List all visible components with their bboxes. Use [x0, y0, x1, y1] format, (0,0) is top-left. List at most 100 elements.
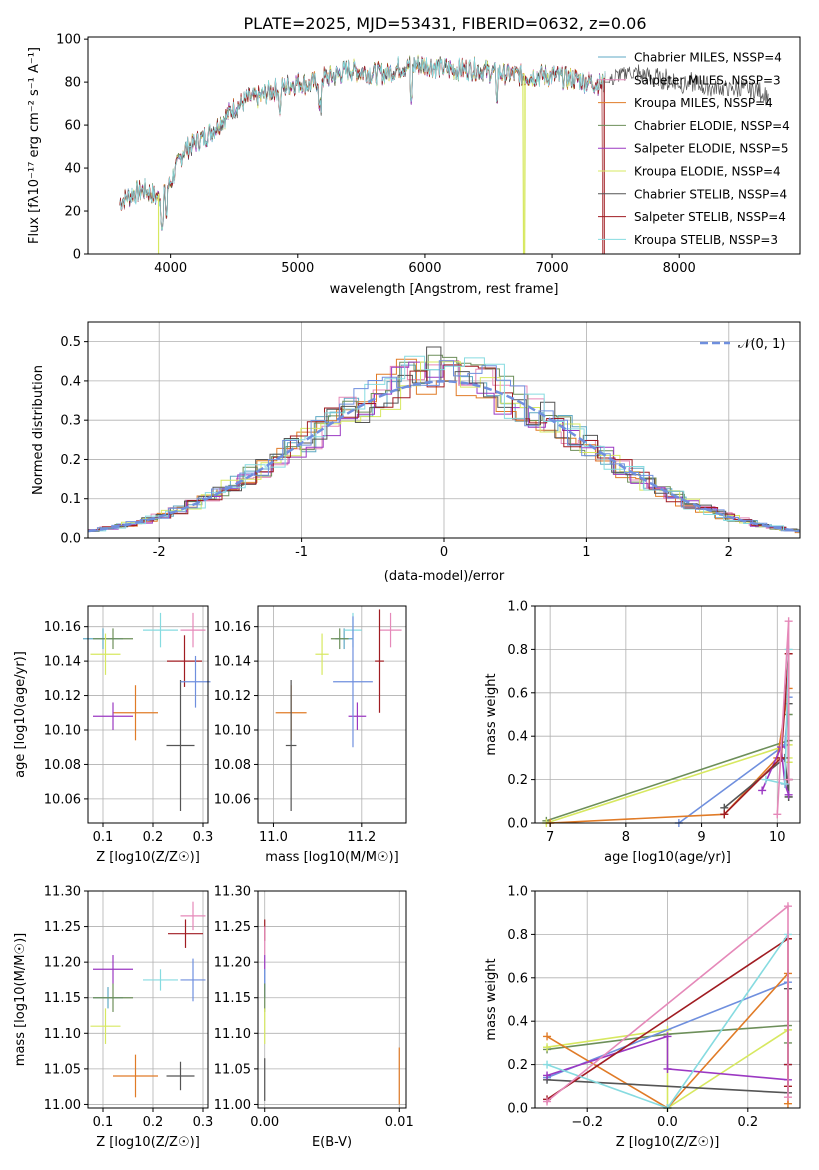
legend-entry: 𝒩(0, 1) — [738, 337, 785, 352]
spectrum-line — [119, 54, 606, 255]
histogram-step — [88, 361, 800, 532]
legend-entry: Salpeter ELODIE, NSSP=5 — [634, 142, 789, 156]
panel-spectrum: 4000 5000 6000 7000 8000 0 20 40 60 80 100 waveleng… — [27, 33, 801, 297]
y-tick-label: 11.20 — [214, 956, 251, 971]
weight-marker — [543, 1060, 552, 1069]
y-tick-label: 0.6 — [507, 971, 528, 986]
y-tick-label: 0.4 — [507, 730, 528, 745]
y-tick-label: 11.05 — [214, 1062, 251, 1077]
x-axis-label: age [log10(age/yr)] — [604, 850, 731, 865]
figure-title: PLATE=2025, MJD=53431, FIBERID=0632, z=0… — [243, 14, 646, 33]
weight-marker — [783, 902, 792, 911]
histogram-step — [88, 361, 800, 533]
y-tick-label: 11.00 — [214, 1098, 251, 1113]
x-axis-label: wavelength [Angstrom, rest frame] — [330, 282, 559, 297]
axes-frame — [87, 36, 801, 255]
normal-curve — [87, 380, 801, 533]
y-tick-label: 80 — [64, 76, 81, 91]
x-tick-label: -1 — [295, 545, 308, 560]
x-tick-label: 0.00 — [250, 1115, 279, 1130]
y-tick-label: 0.0 — [507, 817, 528, 832]
weight-marker — [543, 1071, 552, 1080]
x-tick-label: 0.1 — [93, 1115, 114, 1130]
y-axis-label: Normed distribution — [31, 365, 46, 495]
legend-entry: Chabrier ELODIE, NSSP=4 — [634, 119, 790, 133]
legend-entry: Chabrier MILES, NSSP=4 — [634, 51, 782, 65]
y-tick-label: 11.10 — [44, 1027, 81, 1042]
legend-entry: Salpeter STELIB, NSSP=4 — [634, 210, 786, 224]
weight-line — [546, 714, 790, 822]
y-tick-label: 0.4 — [507, 1015, 528, 1030]
y-tick-label: 0.6 — [507, 686, 528, 701]
x-tick-label: 5000 — [281, 261, 314, 276]
plot-area-residuals — [87, 346, 801, 534]
y-tick-label: 0.1 — [60, 492, 81, 507]
y-tick-label: 10.16 — [44, 620, 81, 635]
panel-weight_vs_z: −0.2 0.0 0.2 0.0 0.2 0.4 0.6 0.8 1.0 Z [log10(Z/Z… — [484, 885, 801, 1150]
y-tick-label: 60 — [64, 119, 81, 134]
y-axis-label: mass weight — [484, 673, 499, 755]
x-tick-label: 8 — [622, 830, 630, 845]
weight-marker — [761, 775, 770, 784]
plot-area-age_vs_mass — [275, 609, 402, 811]
weight-marker — [543, 1097, 552, 1106]
y-tick-label: 0.2 — [507, 1058, 528, 1073]
weight-marker — [783, 1093, 792, 1102]
weight-marker — [663, 1032, 672, 1041]
y-tick-label: 11.30 — [214, 885, 251, 900]
weight-marker — [780, 779, 789, 788]
x-tick-label: 6000 — [408, 261, 441, 276]
x-axis-label: (data-model)/error — [384, 569, 505, 584]
y-tick-label: 10.10 — [44, 724, 81, 739]
x-tick-label: 2 — [725, 545, 733, 560]
x-tick-label: -2 — [153, 545, 166, 560]
panel-age_vs_z: 0.1 0.2 0.3 10.06 10.08 10.10 10.12 10.14 10.16 Z… — [13, 605, 213, 865]
weight-marker — [543, 1032, 552, 1041]
y-tick-label: 10.14 — [214, 655, 251, 670]
y-tick-label: 10.10 — [214, 724, 251, 739]
y-tick-label: 0.8 — [507, 928, 528, 943]
y-tick-label: 10.16 — [214, 620, 251, 635]
y-tick-label: 11.10 — [214, 1027, 251, 1042]
panel-mass_vs_ebv: 0.00 0.01 11.00 11.05 11.10 11.15 11.20 11.25 11… — [214, 885, 414, 1151]
y-tick-label: 20 — [64, 205, 81, 220]
plot-area-mass_vs_z — [90, 901, 206, 1098]
x-tick-label: 0.3 — [193, 1115, 214, 1130]
y-tick-label: 11.25 — [214, 920, 251, 935]
axes-frame — [87, 605, 209, 824]
x-tick-label: 0.1 — [93, 830, 114, 845]
y-axis-label: mass weight — [484, 958, 499, 1040]
axes-frame — [87, 321, 801, 539]
y-tick-label: 10.12 — [44, 689, 81, 704]
x-tick-label: 10 — [769, 830, 786, 845]
y-tick-label: 11.15 — [214, 991, 251, 1006]
axes-frame — [87, 890, 209, 1109]
weight-marker — [784, 790, 793, 799]
x-tick-label: 11.2 — [347, 830, 376, 845]
y-tick-label: 10.06 — [214, 792, 251, 807]
y-tick-label: 10.08 — [44, 758, 81, 773]
histogram-step — [88, 354, 800, 533]
y-tick-label: 0.3 — [60, 414, 81, 429]
y-axis-label: mass [log10(M/M☉)] — [13, 933, 28, 1066]
y-tick-label: 11.00 — [44, 1098, 81, 1113]
y-tick-label: 1.0 — [507, 600, 528, 615]
y-tick-label: 0 — [73, 248, 81, 263]
plot-area-weight_vs_age — [542, 617, 793, 827]
y-tick-label: 11.15 — [44, 991, 81, 1006]
axes-frame — [534, 605, 801, 824]
x-axis-label: Z [log10(Z/Z☉)] — [96, 1135, 200, 1150]
x-axis-label: mass [log10(M/M☉)] — [265, 850, 398, 865]
legend-entry: Salpeter MILES, NSSP=3 — [634, 73, 781, 87]
y-tick-label: 0.4 — [60, 374, 81, 389]
y-tick-label: 40 — [64, 162, 81, 177]
histogram-step — [88, 346, 800, 532]
weight-marker — [784, 617, 793, 626]
y-axis-label: age [log10(age/yr)] — [13, 651, 28, 778]
plot-area-age_vs_z — [83, 612, 211, 811]
x-tick-label: 7000 — [536, 261, 569, 276]
x-tick-label: 0 — [440, 545, 448, 560]
y-tick-label: 0.8 — [507, 643, 528, 658]
x-tick-label: −0.2 — [571, 1115, 603, 1130]
plot-area-weight_vs_z — [543, 902, 792, 1112]
